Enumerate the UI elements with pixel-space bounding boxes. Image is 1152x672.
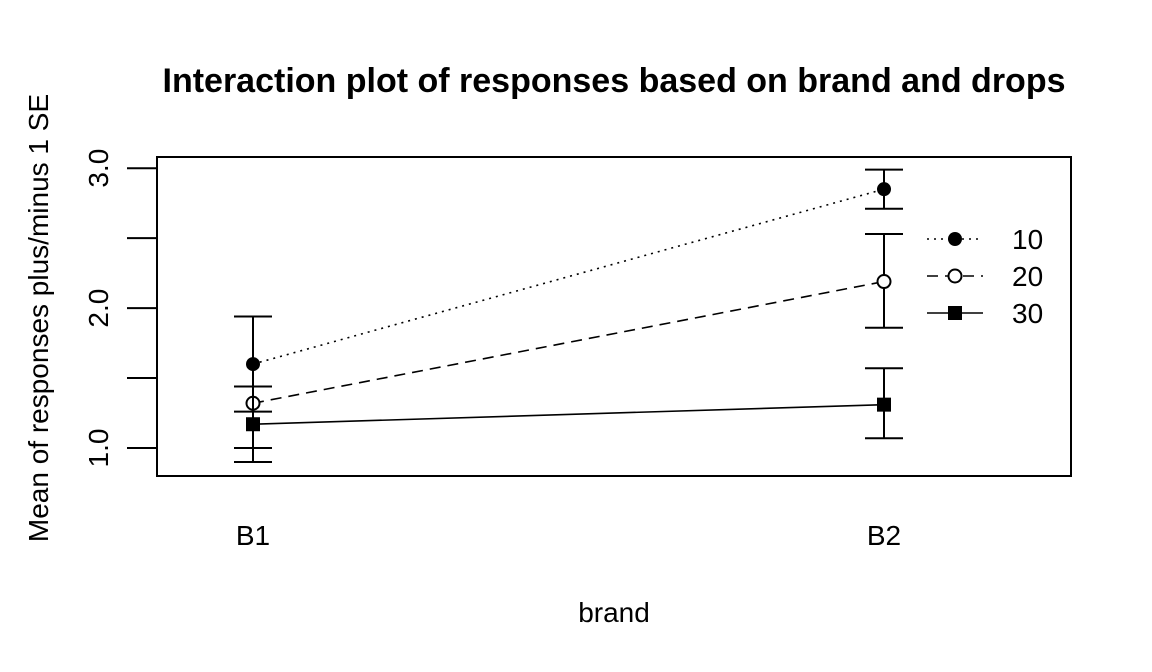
y-tick-label: 1.0 [83, 429, 114, 468]
data-point [877, 182, 891, 197]
legend-item-10: 10 [927, 224, 1043, 255]
y-axis-label: Mean of responses plus/minus 1 SE [23, 94, 54, 542]
chart-title: Interaction plot of responses based on b… [163, 62, 1066, 100]
legend-marker [947, 268, 963, 284]
data-point [246, 417, 260, 432]
x-tick-label: B2 [867, 520, 901, 551]
series-10 [234, 168, 903, 413]
data-point [877, 397, 891, 412]
legend-label: 20 [1012, 261, 1043, 292]
x-axis-label: brand [578, 597, 650, 628]
y-tick-label: 2.0 [83, 289, 114, 328]
series-line [252, 188, 885, 365]
legend: 10 20 30 [927, 224, 1043, 329]
y-axis: 1.0 2.0 3.0 [83, 149, 158, 468]
plot-frame [156, 156, 1072, 477]
x-tick-label: B1 [236, 520, 270, 551]
legend-label: 10 [1012, 224, 1043, 255]
data-point [876, 274, 892, 290]
series-layer [234, 168, 903, 464]
data-point [246, 357, 260, 372]
legend-label: 30 [1012, 298, 1043, 329]
legend-marker [948, 232, 962, 246]
series-30 [234, 367, 903, 464]
series-line [252, 403, 885, 426]
y-tick-label: 3.0 [83, 149, 114, 188]
legend-marker [948, 306, 962, 320]
series-line [252, 280, 885, 405]
legend-item-20: 20 [927, 261, 1043, 292]
legend-item-30: 30 [927, 298, 1043, 329]
x-axis: B1 B2 [236, 520, 901, 551]
